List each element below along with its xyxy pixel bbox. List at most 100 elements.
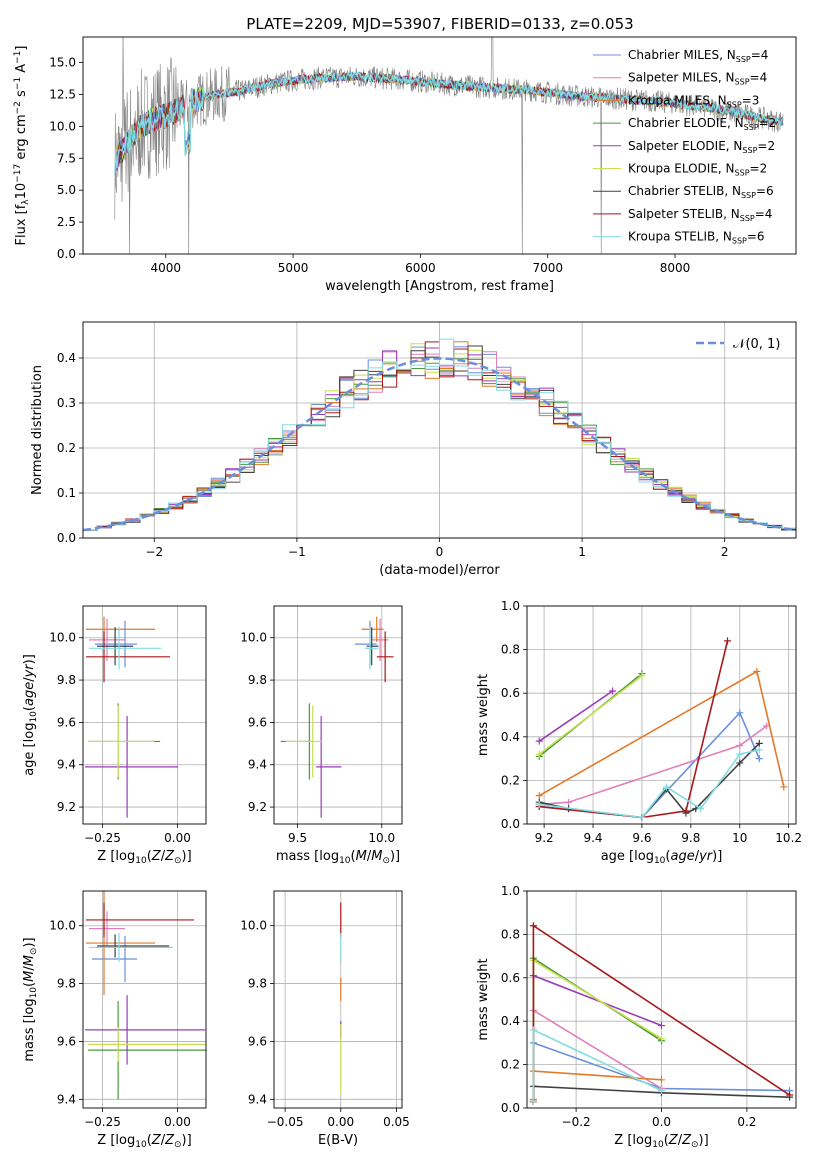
axis-label-part: Z xyxy=(164,849,175,864)
x-tick-label: 0.0 xyxy=(652,1115,671,1129)
legend-label-sub: SSP xyxy=(741,191,756,200)
y-tick-label: 9.4 xyxy=(57,1092,76,1106)
x-tick-label: 0.2 xyxy=(737,1115,756,1129)
weight-marker xyxy=(658,1087,665,1095)
model-spectrum-chabrier_miles xyxy=(114,71,784,175)
y-tick-label: 9.6 xyxy=(248,715,267,729)
y-axis-label: Flux [fλ10−17 erg cm−2 s−1 A−1] xyxy=(13,46,31,246)
errorbar-salpeter_stelib xyxy=(376,631,394,683)
legend-label-text: Chabrier ELODIE, N xyxy=(628,116,744,130)
weight-marker xyxy=(724,637,732,645)
legend-label: Kroupa STELIB, NSSP=6 xyxy=(628,230,765,246)
x-tick-label: −1 xyxy=(288,545,306,559)
x-axis-label: age [log10(age/yr)] xyxy=(601,849,723,866)
y-axis-label-part: 10 xyxy=(14,183,29,200)
legend-label-sub: SSP xyxy=(732,237,747,246)
axis-label-part: / xyxy=(695,849,700,864)
axis-label-part: age [ xyxy=(22,742,37,775)
legend-label-text: Salpeter MILES, N xyxy=(628,71,735,85)
axis-label-part: )] xyxy=(699,1133,709,1148)
axis-label-part: M xyxy=(371,849,382,864)
axes: −2 −1 0 1 2 0.0 0.1 0.2 0.3 0.4 (data-model)/error… xyxy=(30,321,797,578)
axis-label-part: M xyxy=(356,849,367,864)
y-tick-label: 9.2 xyxy=(248,800,267,814)
axis-label-part: 10 xyxy=(652,1140,664,1150)
y-tick-label: 1.0 xyxy=(501,599,520,613)
axis-label-part: )] xyxy=(22,937,37,947)
y-tick-label: 9.8 xyxy=(57,977,76,991)
x-tick-label: 0.00 xyxy=(164,1115,191,1129)
weight-series-salpeter_elodie xyxy=(535,687,617,745)
axis-label-part: mass [ xyxy=(276,849,319,864)
axis-label-part: Z [ xyxy=(97,849,115,864)
panel-mass_vs_Z: −0.25 0.009.49.69.810.0Z [log10(Z/Z⊙)]mas… xyxy=(22,890,207,1150)
errorbar-chabrier_stelib xyxy=(366,627,379,666)
x-tick-label: −2 xyxy=(145,545,163,559)
axis-label-part: yr xyxy=(22,663,37,679)
axis-label-part: )] xyxy=(182,1133,192,1148)
legend-label-suffix: =3 xyxy=(742,93,760,107)
y-tick-label: 9.6 xyxy=(248,1034,267,1048)
y-tick-label: 10.0 xyxy=(240,919,267,933)
errorbar-kroupa_elodie xyxy=(88,1026,206,1062)
weight-line xyxy=(539,725,768,806)
plot-area xyxy=(274,891,402,1108)
errorbar-salpeter_stelib xyxy=(86,902,194,938)
y-axis-label: mass [log10(M/M⊙)] xyxy=(22,937,39,1061)
legend-label-suffix: =6 xyxy=(747,230,765,244)
x-tick-label: 0 xyxy=(436,545,444,559)
errorbar-salpeter_elodie xyxy=(85,995,206,1065)
legend-label-suffix: =2 xyxy=(757,139,775,153)
legend-label: Salpeter STELIB, NSSP=4 xyxy=(628,207,772,223)
weight-marker xyxy=(755,739,763,747)
axes: 4000 5000 6000 7000 8000 0.0 2.5 5.0 7.5 10.0 12.5… xyxy=(13,36,797,294)
axis-label-part: M xyxy=(22,955,37,966)
weight-marker xyxy=(638,672,646,680)
weight-marker xyxy=(662,783,670,791)
axis-label-part: log xyxy=(22,723,37,743)
weight-line xyxy=(539,749,760,819)
legend-label-suffix: =4 xyxy=(751,48,769,62)
weight-marker xyxy=(786,1091,794,1099)
x-tick-label: 9.5 xyxy=(288,831,307,845)
y-axis-label-part: erg cm xyxy=(14,114,29,163)
legend-label-sub: SSP xyxy=(735,78,750,87)
axis-label-part: ( xyxy=(351,849,356,864)
x-axis-label: E(B-V) xyxy=(318,1133,358,1148)
y-tick-label: 0.2 xyxy=(57,441,76,455)
weight-marker xyxy=(753,667,761,675)
panel-mass_vs_ebv: −0.05 0.00 0.05 9.4 9.6 9.8 10.0 E(B-V) xyxy=(240,890,410,1148)
y-axis-label-part: ] xyxy=(14,46,29,51)
plot-data xyxy=(280,616,394,818)
plot-area xyxy=(83,606,206,824)
plot-data xyxy=(85,891,206,1100)
axis-label-part: age xyxy=(22,682,37,706)
x-tick-label: 8000 xyxy=(660,261,691,275)
y-tick-label: 9.8 xyxy=(248,977,267,991)
y-axis-label: Normed distribution xyxy=(30,365,45,495)
axis-label-part: ⊙ xyxy=(29,948,39,956)
weight-marker xyxy=(736,709,744,717)
y-tick-label: 0.4 xyxy=(57,351,76,365)
legend-label-suffix: =6 xyxy=(756,184,774,198)
axes-frame xyxy=(82,321,797,539)
y-tick-label: 9.4 xyxy=(57,758,76,772)
errorbar-kroupa_elodie xyxy=(88,705,155,778)
legend-label-suffix: =2 xyxy=(750,162,768,176)
legend-label: Chabrier ELODIE, NSSP=2 xyxy=(628,116,776,132)
weight-marker xyxy=(682,807,690,815)
axis-label-part: Z xyxy=(151,849,162,864)
axis-label-part: Z [ xyxy=(97,1133,115,1148)
y-tick-label: 0.1 xyxy=(57,486,76,500)
panel-spectrum: 4000 5000 6000 7000 8000 0.0 2.5 5.0 7.5 10.0 12.5… xyxy=(13,36,797,294)
observed-spectrum xyxy=(114,37,784,254)
weight-marker xyxy=(529,922,537,930)
errorbar-kroupa_miles xyxy=(361,616,384,642)
errorbar-kroupa_stelib xyxy=(89,627,161,670)
x-tick-label: 10.2 xyxy=(775,831,802,845)
plot-data xyxy=(535,637,788,821)
figure-title: PLATE=2209, MJD=53907, FIBERID=0133, z=0… xyxy=(246,15,633,33)
axis-label-part: log xyxy=(115,849,135,864)
legend-label-suffix: =4 xyxy=(750,71,768,85)
